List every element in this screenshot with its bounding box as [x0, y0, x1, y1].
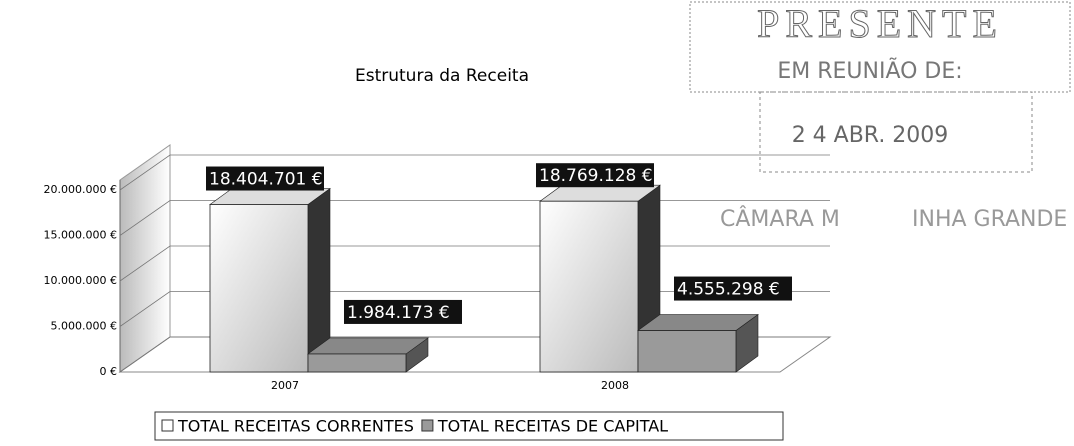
- stamp: PRESENTE EM REUNIÃO DE: 2 4 ABR. 2009 CÂ…: [689, 1, 1071, 232]
- chart-title: Estrutura da Receita: [355, 66, 529, 86]
- bar: [307, 353, 407, 373]
- value-label-bg: [206, 166, 324, 191]
- value-label-bg: [674, 276, 792, 301]
- value-label-bg: [344, 299, 462, 324]
- stamp-title: PRESENTE: [757, 1, 1003, 46]
- y-tick-label: 15.000.000 €: [44, 229, 117, 242]
- value-label: 1.984.173 €: [347, 303, 450, 323]
- y-tick-label: 5.000.000 €: [51, 320, 117, 333]
- value-label-bg: [536, 163, 654, 188]
- legend-label: TOTAL RECEITAS CORRENTES: [177, 417, 414, 436]
- legend-box: [154, 411, 784, 441]
- value-label: 18.769.128 €: [539, 166, 653, 186]
- value-label: 4.555.298 €: [677, 280, 780, 300]
- stamp-text: INHA GRANDE: [912, 207, 1067, 232]
- y-tick-label: 20.000.000 €: [44, 183, 117, 196]
- stamp-text: CÂMARA M: [720, 206, 840, 232]
- x-tick-label: 2007: [271, 379, 299, 392]
- stamp-text: EM REUNIÃO DE:: [777, 57, 962, 84]
- legend-label: TOTAL RECEITAS DE CAPITAL: [437, 417, 668, 436]
- stamp-box: [759, 91, 1033, 173]
- y-tick-label: 0 €: [100, 365, 118, 378]
- x-tick-label: 2008: [601, 379, 629, 392]
- back-wall: [119, 144, 171, 373]
- stamp-date: 2 4 ABR. 2009: [792, 123, 949, 148]
- bar: [539, 200, 639, 373]
- grid-line: [119, 154, 830, 191]
- bar: [209, 204, 309, 373]
- legend-swatch: [161, 419, 174, 432]
- legend-swatch: [421, 419, 434, 432]
- value-label: 18.404.701 €: [209, 170, 323, 190]
- y-tick-label: 10.000.000 €: [44, 274, 117, 287]
- bar: [637, 330, 737, 373]
